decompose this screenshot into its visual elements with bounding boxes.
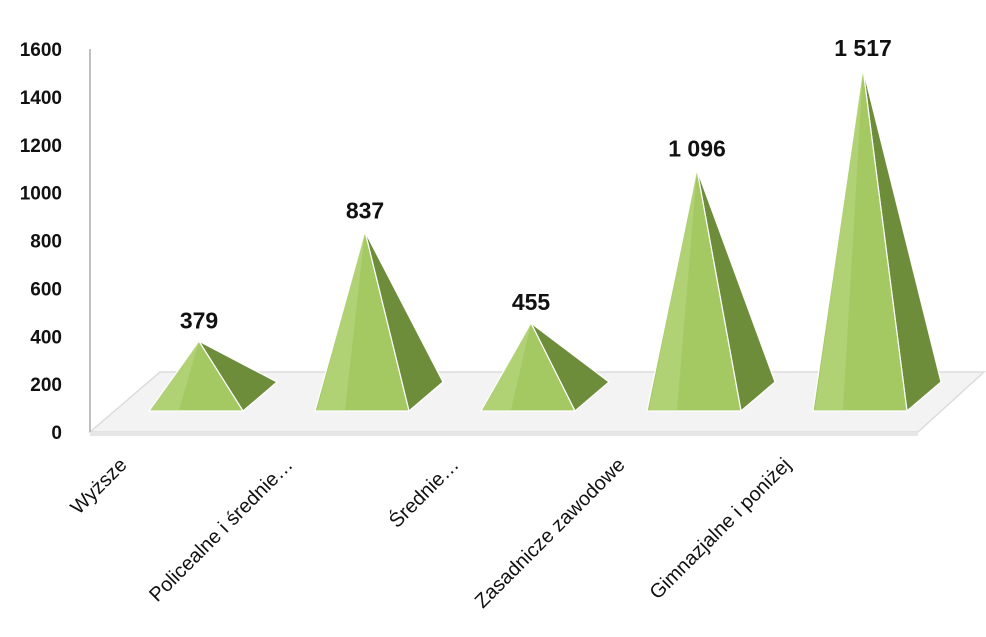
y-tick-label: 200 (30, 375, 62, 396)
pyramid-front-face (147, 340, 245, 412)
pyramid-highlight (151, 341, 199, 410)
y-tick-label: 800 (30, 232, 62, 253)
x-tick-label: Zasadnicze zawodowe (471, 454, 630, 613)
x-axis-ticks: Wyższe Policealne i średnie… Średnie… Zasad… (67, 453, 796, 613)
x-tick-label: Wyższe (67, 454, 132, 519)
y-tick-label: 1600 (20, 40, 62, 61)
chart-floor-front-edge (90, 432, 918, 436)
y-tick-label: 1200 (20, 136, 62, 157)
y-tick-label: 600 (30, 279, 62, 300)
pyramid-highlight (649, 169, 697, 410)
y-axis-ticks: 0 200 400 600 800 1000 1200 1400 1600 (20, 40, 62, 444)
y-tick-label: 1400 (20, 88, 62, 109)
x-tick-label: Gimnazjalne i poniżej (646, 454, 796, 604)
y-tick-label: 1000 (20, 184, 62, 205)
y-tick-label: 400 (30, 327, 62, 348)
data-label: 379 (180, 307, 218, 333)
data-label: 455 (512, 289, 551, 315)
x-tick-label: Średnie… (384, 453, 464, 533)
data-labels: 379 837 455 1 096 1 517 (180, 35, 892, 333)
data-label: 1 517 (834, 35, 892, 61)
pyramid-front-face (314, 229, 410, 412)
data-label: 837 (346, 198, 384, 224)
pyramid-highlight (483, 323, 531, 410)
pyramid-front-face (479, 321, 576, 412)
pyramid-series (147, 68, 942, 413)
x-tick-label: Policealne i średnie… (145, 454, 297, 606)
pyramid-front-face (812, 68, 908, 412)
pyramid-highlight (815, 68, 863, 410)
data-label: 1 096 (668, 136, 726, 162)
pyramid-highlight (317, 231, 365, 410)
pyramid-front-face (646, 169, 742, 412)
y-tick-label: 0 (51, 423, 62, 444)
